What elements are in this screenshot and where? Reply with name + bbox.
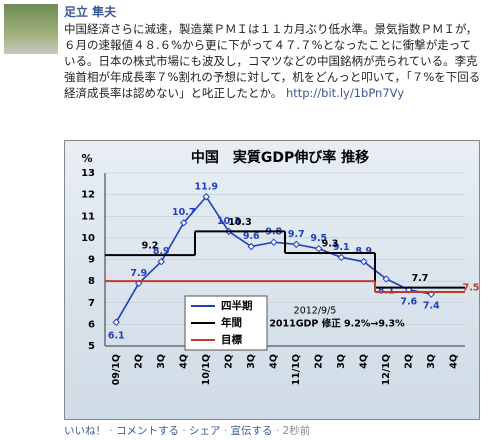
author-name[interactable]: 足立 隼夫 (64, 5, 117, 19)
y-tick-label: 13 (81, 168, 95, 179)
y-tick-label: 9 (88, 255, 95, 266)
point (180, 219, 188, 227)
data-label: 7.9 (130, 268, 147, 279)
data-label: 8.9 (355, 246, 372, 257)
annotation: 2011GDP 修正 9.2%→9.3% (269, 318, 405, 330)
point (157, 257, 165, 266)
x-tick-label: 2Q (133, 354, 144, 369)
x-tick-label: 10/1Q (201, 354, 212, 385)
data-label: 9.6 (243, 231, 260, 242)
y-tick-label: 6 (88, 319, 95, 330)
y-tick-label: 5 (88, 341, 95, 352)
data-label: 9.2 (142, 241, 159, 252)
y-tick-label: 8 (88, 276, 95, 287)
x-tick-label: 4Q (268, 354, 279, 369)
x-tick-label: 11/1Q (291, 354, 302, 385)
point (360, 257, 368, 266)
data-label: 7.4 (423, 301, 440, 312)
data-label: 10.3 (228, 217, 251, 228)
data-label: 11.9 (195, 181, 218, 192)
y-axis-label: % (81, 152, 92, 165)
x-tick-label: 2Q (403, 354, 414, 369)
data-label: 9.3 (322, 239, 339, 250)
legend-label: 年間 (221, 316, 242, 329)
timestamp: 2秒前 (282, 425, 311, 437)
chart-image: 中国 実質GDP伸び率 推移 % 5 6 7 8 9 10 11 12 13 09/1Q 2Q 3Q 4… (64, 140, 480, 420)
point (315, 244, 323, 253)
data-label: 9.1 (333, 242, 350, 253)
x-tick-label: 2Q (223, 354, 234, 369)
y-tick-label: 10 (81, 233, 95, 244)
x-tick-label: 3Q (156, 354, 167, 369)
data-label: 10.3 (217, 216, 240, 227)
action-link[interactable]: いいね！ (64, 425, 116, 437)
y-tick-label: 11 (81, 211, 95, 222)
avatar[interactable] (4, 4, 58, 54)
action-link[interactable]: コメントする (116, 425, 189, 437)
point (292, 240, 300, 249)
post-link[interactable]: http://bit.ly/1bPn7Vy (285, 86, 405, 100)
data-label: 8.9 (153, 246, 170, 257)
action-link[interactable]: シェア (189, 425, 231, 437)
x-tick-label: 3Q (426, 354, 437, 369)
chart: 中国 実質GDP伸び率 推移 % 5 6 7 8 9 10 11 12 13 09/1Q 2Q 3Q 4… (81, 149, 479, 385)
data-label: 9.5 (310, 233, 327, 244)
legend-label: 四半期 (221, 299, 253, 312)
y-tick-label: 7 (88, 298, 95, 309)
x-tick-label: 4Q (178, 354, 189, 369)
data-label: 7.5 (463, 282, 479, 293)
annotation: 2012/9/5 (294, 306, 337, 317)
point (337, 253, 345, 262)
post-text: 中国経済さらに減速，製造業ＰＭＩは１１カ月ぶり低水準。景気指数ＰＭＩが，６月の速… (64, 21, 482, 101)
point (382, 275, 390, 283)
x-tick-label: 3Q (336, 354, 347, 369)
data-label: 7.6 (400, 296, 417, 307)
data-label: 10.7 (172, 207, 195, 218)
x-tick-label: 4Q (358, 354, 369, 369)
chart-title: 中国 実質GDP伸び率 推移 (191, 149, 369, 166)
x-tick-label: 09/1Q (111, 354, 122, 385)
point (247, 242, 255, 251)
x-tick-label: 2Q (313, 354, 324, 369)
data-label: 7.7 (412, 273, 429, 284)
x-tick-label: 12/1Q (381, 354, 392, 385)
point (270, 238, 278, 246)
data-label: 6.1 (108, 331, 125, 342)
x-tick-label: 3Q (246, 354, 257, 369)
post-body: 中国経済さらに減速，製造業ＰＭＩは１１カ月ぶり低水準。景気指数ＰＭＩが，６月の速… (64, 22, 481, 100)
x-tick-label: 4Q (448, 354, 459, 369)
post-footer: いいね！コメントするシェア宣伝する2秒前 (64, 423, 310, 438)
action-link[interactable]: 宣伝する (231, 425, 283, 437)
data-label: 9.7 (288, 229, 305, 240)
point (112, 318, 120, 326)
point (202, 193, 210, 201)
legend-label: 目標 (221, 333, 242, 346)
y-tick-label: 12 (81, 190, 95, 201)
